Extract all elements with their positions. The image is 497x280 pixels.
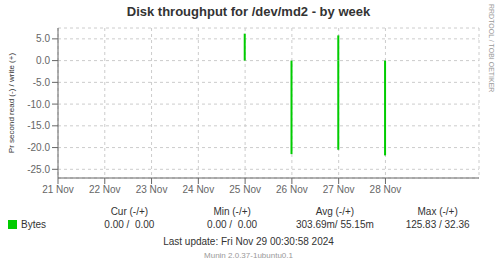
html-text:Last update: Fri Nov 29 00:30:: Last update: Fri Nov 29 00:30:58 2024: [163, 236, 334, 247]
svg-text:27 Nov: 27 Nov: [323, 184, 355, 195]
svg-text:25 Nov: 25 Nov: [229, 184, 261, 195]
svg-text:-20.0: -20.0: [27, 142, 50, 153]
svg-text:22 Nov: 22 Nov: [89, 184, 121, 195]
html-text:Munin 2.0.37-1ubuntu0.1: Munin 2.0.37-1ubuntu0.1: [204, 251, 293, 260]
svg-text:28 Nov: 28 Nov: [370, 184, 402, 195]
svg-text:23 Nov: 23 Nov: [136, 184, 168, 195]
svg-text:0.0: 0.0: [36, 55, 50, 66]
svg-text:-5.0: -5.0: [33, 77, 51, 88]
html-text:Avg (-/+): Avg (-/+): [315, 206, 355, 217]
svg-text:24 Nov: 24 Nov: [182, 184, 214, 195]
html-text:0.00 / 0.00: 0.00 / 0.00: [104, 219, 155, 230]
html-text:Min (-/+): Min (-/+): [213, 206, 251, 217]
svg-text:26 Nov: 26 Nov: [276, 184, 308, 195]
html-text:0.00 / 0.00: 0.00 / 0.00: [207, 219, 258, 230]
svg-text:5.0: 5.0: [36, 33, 50, 44]
svg-text:-25.0: -25.0: [27, 164, 50, 175]
html-text:125.83 / 32.36: 125.83 / 32.36: [405, 219, 470, 230]
svg-text:-10.0: -10.0: [27, 99, 50, 110]
html-text:RRDTOOL / TOBI OETIKER: RRDTOOL / TOBI OETIKER: [488, 4, 495, 93]
svg-text:21 Nov: 21 Nov: [42, 184, 74, 195]
html-text:Disk throughput for /dev/md2 -: Disk throughput for /dev/md2 - by week: [126, 4, 371, 19]
svg-text:Pr second read (-) / write (+): Pr second read (-) / write (+): [8, 53, 16, 154]
html-text:Max (-/+): Max (-/+): [417, 206, 458, 217]
html-text:Bytes: Bytes: [21, 219, 46, 230]
html-text:303.69m/ 55.15m: 303.69m/ 55.15m: [296, 219, 374, 230]
html-text:Cur (-/+): Cur (-/+): [110, 206, 149, 217]
svg-text:-15.0: -15.0: [27, 120, 50, 131]
